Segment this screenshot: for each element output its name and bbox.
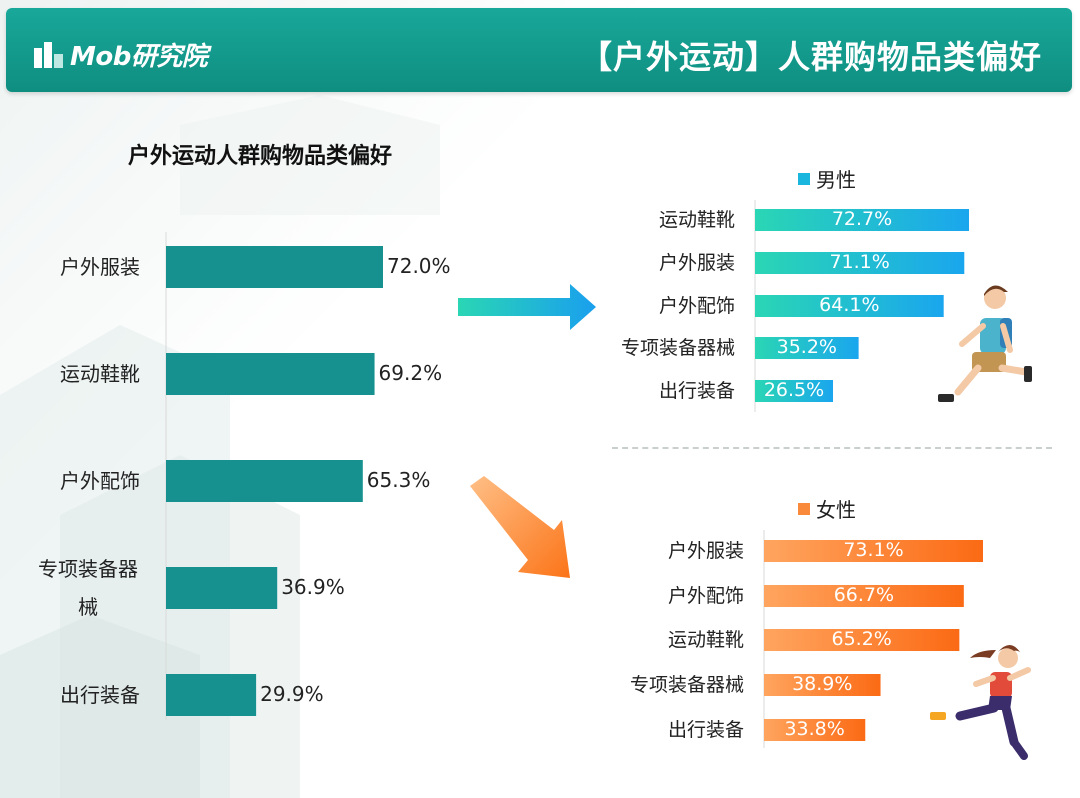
left-value-label: 29.9% (260, 682, 324, 706)
legend-male: 男性 (798, 164, 856, 193)
female-bar (764, 674, 881, 696)
male-bar (755, 252, 965, 274)
left-bar (166, 246, 383, 288)
male-category-label: 出行装备 (658, 380, 735, 402)
male-bar (755, 295, 944, 317)
female-value-label: 66.7% (833, 584, 895, 606)
male-category-label: 运动鞋靴 (658, 209, 735, 231)
male-category-label: 专项装备器械 (620, 337, 735, 359)
left-category-label: 出行装备 (60, 683, 140, 707)
female-category-label: 运动鞋靴 (667, 629, 744, 651)
male-value-label: 35.2% (776, 336, 837, 358)
legend-male-label: 男性 (816, 168, 856, 192)
page-title: 【户外运动】人群购物品类偏好 (579, 38, 1042, 76)
arrow-down-right-icon (470, 476, 570, 578)
logo-text: Mob研究院 (70, 41, 208, 72)
female-value-label: 65.2% (831, 628, 892, 650)
arrow-right-icon (458, 284, 596, 330)
bars-layer (166, 209, 983, 741)
left-category-label: 专项装备器械 (38, 557, 138, 619)
male-bar (755, 337, 859, 359)
left-chart-title: 户外运动人群购物品类偏好 (128, 144, 393, 169)
left-bar (166, 567, 278, 609)
female-category-label: 出行装备 (667, 719, 744, 741)
female-bar (764, 629, 960, 651)
female-category-label: 专项装备器械 (629, 674, 744, 696)
left-value-label: 69.2% (378, 361, 443, 385)
left-value-label: 65.3% (366, 468, 431, 492)
male-category-label: 户外服装 (658, 252, 735, 274)
male-bar (755, 380, 834, 402)
male-runner-icon (938, 285, 1032, 402)
mob-logo-icon (34, 42, 63, 68)
female-category-label: 户外配饰 (667, 585, 744, 607)
header-banner: Mob研究院 【户外运动】人群购物品类偏好 (6, 8, 1072, 92)
legend-female-swatch (798, 502, 810, 515)
female-runner-icon (930, 645, 1031, 760)
left-category-label: 运动鞋靴 (60, 362, 140, 386)
male-value-label: 71.1% (829, 251, 890, 273)
male-bar (755, 209, 969, 231)
left-bar (166, 353, 375, 395)
legend-male-swatch (798, 172, 810, 185)
female-bar (764, 540, 983, 562)
female-value-label: 33.8% (784, 718, 845, 740)
legend-female: 女性 (798, 494, 856, 523)
left-bar (166, 674, 257, 716)
female-bar (764, 585, 964, 607)
female-category-label: 户外服装 (667, 540, 744, 562)
female-bar (764, 719, 866, 741)
female-value-label: 73.1% (843, 539, 904, 561)
left-category-label: 户外服装 (60, 255, 140, 279)
left-value-label: 36.9% (281, 575, 345, 599)
left-bar (166, 460, 363, 502)
male-value-label: 64.1% (819, 294, 880, 316)
female-value-label: 38.9% (792, 673, 853, 695)
logo: Mob研究院 (32, 34, 208, 74)
male-value-label: 72.7% (831, 208, 893, 230)
left-category-label: 户外配饰 (60, 469, 140, 493)
male-value-label: 26.5% (763, 379, 825, 401)
male-category-label: 户外配饰 (658, 295, 735, 317)
legend-female-label: 女性 (816, 498, 856, 522)
left-value-label: 72.0% (387, 254, 451, 278)
section-divider (612, 447, 1052, 449)
